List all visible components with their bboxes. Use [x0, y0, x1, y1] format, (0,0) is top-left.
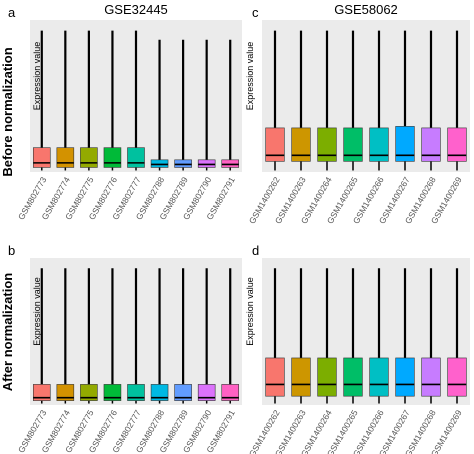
panel-title: GSE58062 — [334, 2, 398, 17]
y-axis-label: Expression value — [32, 42, 42, 111]
box — [56, 147, 75, 168]
panel-letter: b — [8, 243, 15, 258]
panel-title: GSE32445 — [104, 2, 168, 17]
box — [291, 127, 311, 162]
y-axis-label: Expression value — [245, 42, 255, 111]
box — [343, 127, 363, 162]
box — [56, 384, 75, 401]
box — [317, 357, 337, 397]
box — [80, 384, 98, 401]
box — [369, 127, 389, 162]
box — [421, 127, 441, 162]
box — [265, 357, 285, 397]
panel-letter: d — [252, 243, 259, 258]
box — [32, 384, 51, 401]
box — [174, 384, 192, 401]
box — [447, 357, 467, 397]
box — [317, 127, 337, 162]
box — [127, 384, 145, 401]
box — [369, 357, 389, 397]
box — [221, 384, 240, 401]
box — [395, 357, 415, 397]
box — [395, 126, 415, 162]
row-label: Before normalization — [0, 47, 15, 176]
box — [103, 384, 122, 401]
box — [150, 384, 169, 401]
box — [103, 147, 122, 168]
y-axis-label: Expression value — [245, 277, 255, 346]
box — [291, 357, 311, 397]
box — [80, 147, 98, 168]
box — [265, 127, 285, 162]
y-axis-label: Expression value — [32, 277, 42, 346]
box — [197, 384, 216, 401]
box — [343, 357, 363, 397]
box — [421, 357, 441, 397]
box — [447, 127, 467, 162]
panel-letter: a — [8, 5, 16, 20]
row-label: After normalization — [0, 273, 15, 392]
box — [32, 147, 51, 168]
box — [127, 147, 145, 168]
panel-letter: c — [252, 5, 259, 20]
